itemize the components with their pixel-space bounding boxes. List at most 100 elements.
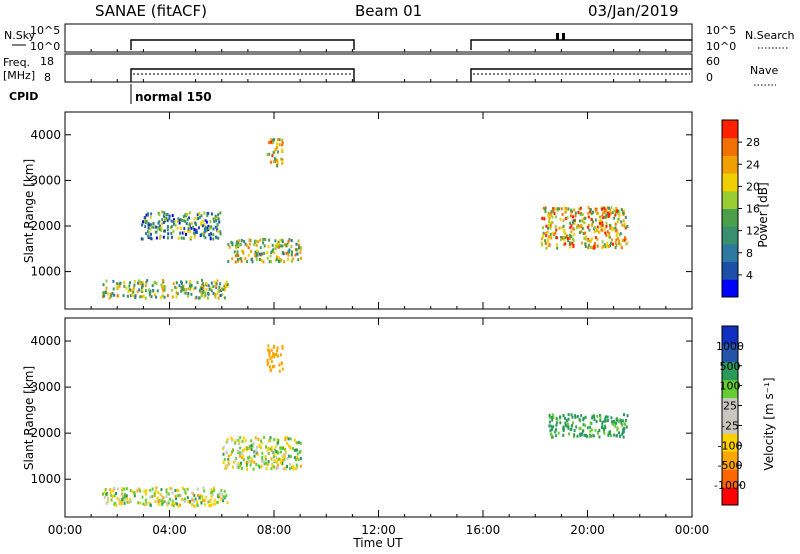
scatter-cell-2-51 <box>567 426 570 430</box>
scatter-cell-3-206 <box>560 207 563 211</box>
scatter-cell-2-79 <box>570 427 573 431</box>
nsky-panel-frame <box>64 23 693 53</box>
scatter-cell-3-107 <box>542 206 545 210</box>
scatter-cell-3-24 <box>594 236 597 240</box>
scatter-cell-2-55 <box>246 260 249 264</box>
scatter-cell-3-230 <box>546 230 549 234</box>
scatter-cell-0-114 <box>129 498 132 501</box>
scatter-cell-3-290 <box>599 218 602 222</box>
scatter-cell-1-54 <box>162 235 165 239</box>
colorbar-swatch-6 <box>722 173 738 192</box>
scatter-cell-4-38 <box>266 153 269 157</box>
colorbar-swatch-8 <box>722 137 738 156</box>
scatter-cell-2-102 <box>270 260 273 264</box>
scatter-cell-2-140 <box>274 239 277 243</box>
scatter-cell-3-314 <box>554 215 557 219</box>
scatter-cell-3-227 <box>613 209 616 213</box>
scatter-cell-3-320 <box>619 232 622 236</box>
colorbar-frame <box>721 325 739 506</box>
scatter-cell-0-180 <box>200 294 203 298</box>
scatter-cell-3-179 <box>548 235 550 239</box>
scatter-cell-0-101 <box>167 501 170 505</box>
scatter-cell-3-133 <box>586 225 589 229</box>
beam-title: Beam 01 <box>355 2 422 20</box>
scatter-cell-0-108 <box>131 490 134 494</box>
scatter-cell-3-150 <box>546 238 549 242</box>
scatter-cell-0-114 <box>217 289 220 292</box>
scatter-cell-0-57 <box>140 295 143 299</box>
scatter-cell-2-14 <box>549 424 552 428</box>
scatter-cell-3-199 <box>608 206 610 210</box>
scatter-cell-4-14 <box>270 138 273 142</box>
scatter-cell-1-84 <box>209 237 212 241</box>
scatter-cell-3-269 <box>594 226 597 229</box>
scatter-cell-3-112 <box>564 236 567 240</box>
scatter-cell-1-173 <box>248 445 251 449</box>
scatter-cell-3-318 <box>564 210 567 214</box>
scatter-cell-0-27 <box>221 293 224 297</box>
scatter-cell-0-208 <box>122 493 125 497</box>
scatter-cell-1-200 <box>240 452 243 456</box>
colorbar-swatch-3 <box>722 226 738 245</box>
scatter-cell-0-173 <box>140 286 143 289</box>
scatter-cell-3-252 <box>574 214 577 218</box>
scatter-cell-0-151 <box>217 495 220 499</box>
scatter-cell-1-184 <box>282 458 285 462</box>
scatter-cell-0-80 <box>193 499 196 503</box>
scatter-cell-3-183 <box>622 219 625 223</box>
scatter-cell-0-24 <box>178 284 181 288</box>
scatter-cell-1-212 <box>234 458 237 462</box>
scatter-cell-1-189 <box>207 211 210 215</box>
scatter-cell-0-194 <box>121 498 124 502</box>
scatter-cell-3-21 <box>566 216 569 220</box>
scatter-cell-2-115 <box>274 245 277 249</box>
scatter-cell-3-102 <box>603 243 606 247</box>
scatter-cell-2-121 <box>613 420 615 423</box>
nave-tick-top: 60 <box>706 55 720 68</box>
scatter-cell-1-85 <box>213 219 216 223</box>
scatter-cell-2-99 <box>613 433 616 437</box>
scatter-cell-3-124 <box>574 211 577 215</box>
scatter-cell-2-19 <box>554 430 557 434</box>
scatter-cell-1-197 <box>208 226 211 230</box>
scatter-cell-1-113 <box>214 214 217 218</box>
scatter-cell-0-138 <box>161 285 163 289</box>
scatter-cell-1-37 <box>227 458 230 462</box>
scatter-cell-0-132 <box>214 295 217 299</box>
scatter-cell-2-83 <box>566 424 569 428</box>
scatter-cell-2-1 <box>559 421 562 425</box>
scatter-cell-3-325 <box>540 237 543 241</box>
scatter-cell-1-65 <box>264 457 267 461</box>
scatter-cell-3-292 <box>581 219 583 223</box>
scatter-cell-1-177 <box>166 236 169 240</box>
scatter-cell-0-152 <box>214 293 217 297</box>
scatter-cell-2-145 <box>609 430 611 434</box>
scatter-cell-1-157 <box>179 226 182 230</box>
scatter-cell-0-52 <box>144 296 147 300</box>
scatter-cell-0-169 <box>224 286 226 290</box>
scatter-cell-1-203 <box>261 451 264 455</box>
scatter-cell-0-169 <box>144 492 147 496</box>
scatter-cell-0-154 <box>102 492 104 496</box>
scatter-cell-1-71 <box>177 217 180 221</box>
scatter-cell-0-173 <box>160 488 163 492</box>
scatter-cell-3-278 <box>624 215 627 219</box>
scatter-cell-3-165 <box>578 225 581 229</box>
freq-tick-top: 18 <box>40 55 54 68</box>
scatter-cell-1-86 <box>281 455 284 458</box>
scatter-cell-0-206 <box>222 495 225 499</box>
scatter-cell-0-39 <box>197 493 200 497</box>
scatter-cell-0-87 <box>200 501 203 505</box>
scatter-cell-3-16 <box>280 362 283 366</box>
y-tick-label-1: 2000 <box>30 219 61 233</box>
scatter-cell-1-150 <box>150 225 153 229</box>
scatter-cell-2-54 <box>253 243 256 247</box>
scatter-cell-0-164 <box>148 288 150 292</box>
scatter-cell-3-105 <box>567 207 570 211</box>
scatter-cell-0-121 <box>111 291 114 295</box>
scatter-cell-1-48 <box>267 451 270 455</box>
scatter-cell-1-19 <box>241 439 244 443</box>
scatter-cell-1-157 <box>267 463 270 466</box>
scatter-cell-1-113 <box>279 461 282 465</box>
scatter-cell-3-156 <box>596 244 599 248</box>
